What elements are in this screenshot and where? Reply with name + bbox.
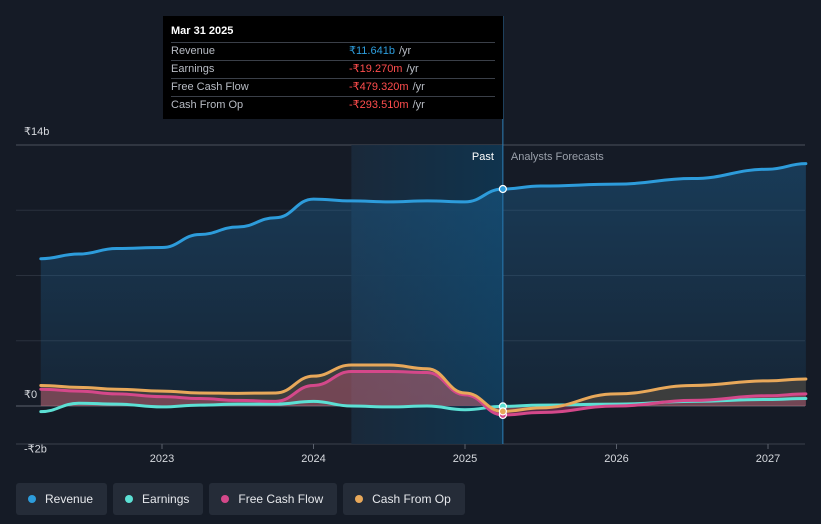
tooltip-row-revenue: Revenue ₹11.641b/yr [171,42,495,60]
marker-revenue [498,184,507,194]
line-free-cash-flow [39,370,808,417]
line-revenue [39,162,808,261]
tooltip-unit: /yr [412,99,425,111]
legend-item-cash-from-op[interactable]: Cash From Op [343,483,465,515]
x-tick-label: 2027 [756,453,780,465]
x-tick-label: 2026 [604,453,628,465]
tooltip-unit: /yr [398,45,412,57]
series-lines [39,162,808,417]
legend-item-earnings[interactable]: Earnings [113,483,204,515]
marker-cash-from-op [498,407,507,416]
tooltip-label: Revenue [171,45,216,57]
tooltip-label: Free Cash Flow [171,81,249,93]
x-tick-label: 2025 [453,453,477,465]
tooltip-value: -₹293.510m [349,99,409,111]
forecast-label: Analysts Forecasts [511,151,604,163]
line-cash-from-op [39,363,808,413]
legend-dot-icon [28,495,36,503]
legend-dot-icon [355,495,364,503]
tooltip-row-cash-from-op: Cash From Op -₹293.510m/yr [171,96,495,114]
legend-item-free-cash-flow[interactable]: Free Cash Flow [209,483,338,515]
legend-item-revenue[interactable]: Revenue [16,483,108,515]
tooltip: Mar 31 2025 Revenue ₹11.641b/yr Earnings -₹… [163,16,503,119]
legend-dot-icon [125,495,134,503]
y-tick-label: -₹2b [24,443,47,455]
y-tick-label: ₹14b [24,126,49,138]
tooltip-value: -₹479.320m [349,81,409,93]
axis-labels: Past Analysts Forecasts ₹14b ₹0 -₹2b 2023 2024… [24,126,780,465]
tooltip-date: Mar 31 2025 [171,25,234,37]
past-label: Past [472,151,494,163]
tooltip-label: Earnings [171,63,215,75]
tooltip-value: -₹19.270m [349,63,403,75]
tooltip-value: ₹11.641b [349,45,395,57]
x-tick-label: 2023 [150,453,174,465]
legend-label: Free Cash Flow [238,492,324,506]
tooltip-unit: /yr [412,81,425,93]
area-revenue [40,163,806,406]
legend-label: Cash From Op [372,492,451,506]
tooltip-markers [498,184,507,420]
x-tick-label: 2024 [301,453,325,465]
legend-dot-icon [221,495,230,503]
legend: Revenue Earnings Free Cash Flow Cash From O… [16,483,465,515]
tooltip-row-earnings: Earnings -₹19.270m/yr [171,60,495,78]
y-tick-label: ₹0 [24,389,37,401]
tooltip-unit: /yr [406,63,419,75]
tooltip-label: Cash From Op [171,99,244,111]
legend-label: Revenue [45,492,94,506]
tooltip-row-free-cash-flow: Free Cash Flow -₹479.320m/yr [171,78,495,96]
legend-label: Earnings [142,492,190,506]
